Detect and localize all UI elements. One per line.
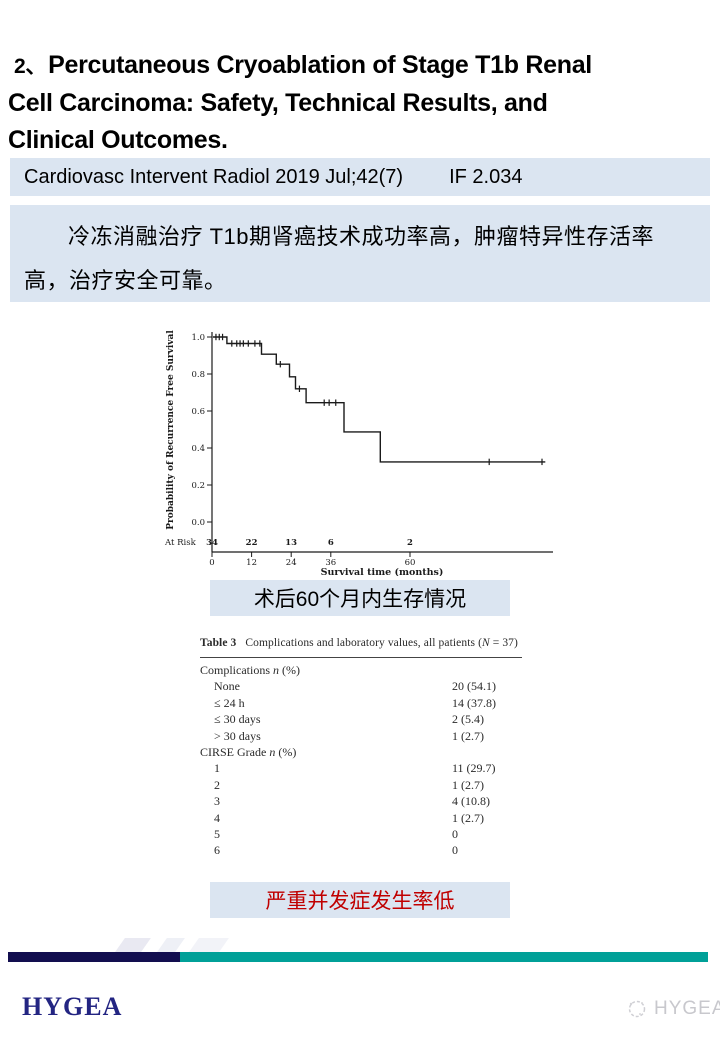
survival-caption-text: 术后60个月内生存情况	[253, 588, 467, 611]
km-survival-plot: 0.0 0.2 0.4 0.6 0.8 1.0 At Risk 0 12 24 36 60 34 22 13…	[164, 330, 553, 578]
x-tick-label: 60	[405, 558, 416, 568]
x-tick-label: 12	[246, 558, 257, 568]
table-row-value: 1 (2.7)	[452, 728, 484, 743]
table-rule	[200, 657, 522, 658]
table-row-label: 3	[214, 794, 220, 809]
footer-bar-teal	[180, 952, 708, 962]
table-row-value	[452, 744, 522, 760]
footer-wisp	[157, 938, 185, 952]
y-tick-label: 0.6	[191, 407, 205, 417]
complications-caption: 严重并发症发生率低	[210, 882, 510, 918]
title-line-2: Cell Carcinoma: Safety, Technical Result…	[8, 89, 548, 118]
table-row: None 20 (54.1)	[200, 678, 522, 694]
y-axis-title: Probability of Recurrence Free Survival	[166, 330, 176, 530]
at-risk-count: 6	[328, 538, 334, 548]
table-row-value: 0	[452, 843, 458, 858]
survival-caption: 术后60个月内生存情况	[210, 580, 510, 616]
y-tick-label: 0.4	[191, 444, 205, 454]
table-row-label: None	[214, 679, 240, 694]
hygea-watermark: HYGEA	[626, 998, 720, 1020]
table-row-label: 2	[214, 777, 220, 792]
at-risk-label: At Risk	[164, 538, 197, 548]
table-row: > 30 days 1 (2.7)	[200, 728, 522, 744]
footer-wisp	[115, 938, 151, 952]
summary-box: 冷冻消融治疗 T1b期肾癌技术成功率高，肿瘤特异性存活率高，治疗安全可靠。	[10, 205, 710, 302]
title-line-1: 2、Percutaneous Cryoablation of Stage T1b…	[8, 47, 720, 85]
x-tick-label: 0	[209, 558, 214, 568]
y-tick-label: 0.2	[191, 481, 205, 491]
table-row-value: 11 (29.7)	[452, 761, 496, 776]
table-row: 3 4 (10.8)	[200, 793, 522, 809]
impact-factor: IF 2.034	[449, 165, 523, 188]
footer-bar-navy	[8, 952, 180, 962]
summary-text: 冷冻消融治疗 T1b期肾癌技术成功率高，肿瘤特异性存活率高，治疗安全可靠。	[24, 224, 655, 293]
table-row: 4 1 (2.7)	[200, 810, 522, 826]
table-row-value: 2 (5.4)	[452, 712, 484, 727]
table-row-label: 6	[214, 843, 220, 858]
table-caption-label: Table 3	[200, 637, 237, 649]
table-caption-text: Complications and laboratory values, all…	[242, 637, 518, 649]
table-row-value	[452, 662, 522, 678]
table-row: ≤ 30 days 2 (5.4)	[200, 711, 522, 727]
table-row-value: 14 (37.8)	[452, 695, 496, 710]
at-risk-count: 13	[285, 538, 297, 548]
table-row-value: 1 (2.7)	[452, 810, 484, 825]
footer-wisp	[189, 938, 229, 952]
complications-caption-text: 严重并发症发生率低	[265, 890, 455, 913]
watermark-text: HYGEA	[654, 998, 720, 1019]
km-survival-chart: 0.0 0.2 0.4 0.6 0.8 1.0 At Risk 0 12 24 36 60 34 22 13…	[163, 328, 558, 578]
table-row-label: ≤ 24 h	[214, 695, 245, 710]
table-row-label: > 30 days	[214, 728, 261, 743]
y-tick-label: 0.8	[191, 370, 205, 380]
table-row-value: 0	[452, 827, 458, 842]
table-row: Complications n (%)	[200, 662, 522, 678]
table-row-label: CIRSE Grade n (%)	[200, 745, 297, 760]
km-step-curve	[213, 336, 546, 463]
journal-bar: Cardiovasc Intervent Radiol 2019 Jul;42(…	[10, 158, 710, 196]
table-row-label: 1	[214, 761, 220, 776]
hygea-logo: HYGEA	[22, 992, 123, 1021]
table-row: 1 11 (29.7)	[200, 760, 522, 776]
table-row: 2 1 (2.7)	[200, 777, 522, 793]
table-row: CIRSE Grade n (%)	[200, 744, 522, 760]
journal-citation: Cardiovasc Intervent Radiol 2019 Jul;42(…	[24, 165, 404, 188]
table-row-label: ≤ 30 days	[214, 712, 261, 727]
at-risk-count: 2	[407, 538, 413, 548]
hygea-watermark-globe-icon	[628, 1000, 646, 1018]
table-row-value: 1 (2.7)	[452, 777, 484, 792]
complications-table: Table 3 Complications and laboratory val…	[200, 636, 522, 859]
title-number: 2、	[14, 55, 47, 79]
y-tick-label: 0.0	[191, 518, 205, 528]
table-body: Complications n (%) None 20 (54.1) ≤ 24 h 14…	[200, 662, 522, 859]
y-tick-label: 1.0	[191, 333, 205, 343]
table-row-value: 20 (54.1)	[452, 679, 496, 694]
at-risk-count: 34	[206, 538, 218, 548]
page-title: 2、Percutaneous Cryoablation of Stage T1b…	[8, 47, 720, 159]
x-tick-label: 24	[286, 558, 297, 568]
table-caption: Table 3 Complications and laboratory val…	[200, 636, 522, 651]
title-line-3: Clinical Outcomes.	[8, 126, 228, 155]
footer-decoration	[110, 938, 250, 952]
title-text: Percutaneous Cryoablation of Stage T1b R…	[48, 51, 592, 80]
at-risk-count: 22	[246, 538, 258, 548]
table-row-label: 5	[214, 827, 220, 842]
x-tick-label: 36	[325, 558, 336, 568]
x-axis-title: Survival time (months)	[321, 567, 444, 576]
table-row-label: Complications n (%)	[200, 663, 300, 677]
table-row-value: 4 (10.8)	[452, 794, 490, 809]
table-row-label: 4	[214, 810, 220, 825]
table-row: ≤ 24 h 14 (37.8)	[200, 695, 522, 711]
